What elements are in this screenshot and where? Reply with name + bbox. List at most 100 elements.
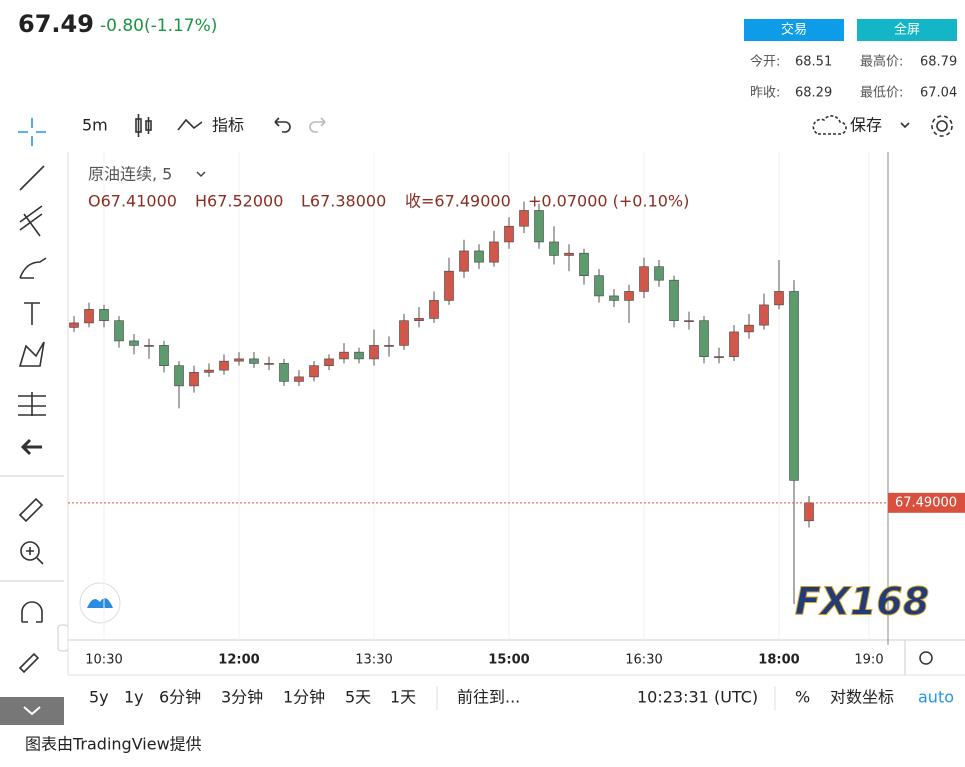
auto-toggle[interactable]: auto <box>918 688 954 707</box>
x-tick-label: 15:00 <box>488 653 529 668</box>
x-tick-label: 13:30 <box>355 653 392 668</box>
save-button[interactable]: 保存 <box>850 116 882 135</box>
watermark: FX168 <box>795 580 930 624</box>
collapse-icon[interactable] <box>23 706 41 716</box>
fullscreen-button[interactable] <box>857 19 957 41</box>
range-button[interactable]: 1分钟 <box>283 688 325 707</box>
range-button[interactable]: 5y <box>89 688 109 707</box>
x-tick-label: 16:30 <box>625 653 662 668</box>
stat-label: 昨收: <box>750 86 780 101</box>
trade-button-label[interactable]: 交易 <box>781 22 807 38</box>
candle-body <box>174 365 184 387</box>
candle-body <box>189 372 199 387</box>
candle-body <box>144 345 154 347</box>
last-price-tag <box>888 492 965 513</box>
candle-body <box>69 322 79 328</box>
range-button[interactable]: 3分钟 <box>221 688 263 707</box>
candle-body <box>504 225 514 243</box>
candle-body <box>489 241 499 263</box>
candle-body <box>804 502 814 522</box>
candle-body <box>369 345 379 360</box>
panel-toggle[interactable] <box>57 624 69 652</box>
candle-body <box>324 358 334 366</box>
fullscreen-button-label[interactable]: 全屏 <box>894 22 920 38</box>
legend-close: 收=67.49000 <box>405 192 511 211</box>
left-toolbar <box>0 118 64 674</box>
candle-body <box>204 369 214 373</box>
range-button[interactable]: 1天 <box>390 688 416 707</box>
interval-button[interactable]: 5m <box>82 116 108 135</box>
candle-body <box>534 210 544 243</box>
collapse-button[interactable] <box>0 697 64 725</box>
candle-body <box>474 250 484 263</box>
stat-label: 最低价: <box>860 86 903 101</box>
symbol-menu-icon[interactable] <box>196 171 206 178</box>
candle-body <box>114 320 124 342</box>
stat-value: 68.51 <box>795 55 832 70</box>
candle-body <box>729 331 739 357</box>
candle-body <box>669 279 679 321</box>
settings-icon-ring[interactable] <box>931 115 953 137</box>
axis-settings-icon[interactable] <box>919 651 933 665</box>
x-tick-label: 10:30 <box>85 653 122 668</box>
save-menu-icon[interactable] <box>900 122 910 129</box>
candle-body <box>129 340 139 346</box>
stat-label: 最高价: <box>860 54 903 70</box>
undo-icon[interactable] <box>274 117 291 133</box>
candle-body <box>459 250 469 272</box>
candle-body <box>519 210 529 227</box>
legend-open: O67.41000 <box>88 192 177 211</box>
candle-body <box>714 356 724 358</box>
candle-body <box>684 320 694 322</box>
candle-body <box>99 309 109 321</box>
candle-body <box>654 266 664 281</box>
clock: 10:23:31 (UTC) <box>637 688 758 707</box>
footer-credit: 图表由TradingView提供 <box>25 735 202 754</box>
stat-label: 今开: <box>750 54 780 70</box>
stat-value: 67.04 <box>920 86 957 101</box>
candle-body <box>699 320 709 357</box>
candle-body <box>384 345 394 347</box>
candle-body <box>279 363 289 382</box>
settings-icon[interactable] <box>936 120 948 132</box>
last-price-label: 67.49000 <box>895 495 957 510</box>
candle-body <box>624 291 634 301</box>
log-toggle[interactable]: 对数坐标 <box>830 688 894 707</box>
indicator-icon[interactable] <box>177 118 203 131</box>
candle-body <box>309 365 319 378</box>
range-button[interactable]: 6分钟 <box>159 688 201 707</box>
candle-body <box>609 295 619 301</box>
range-button[interactable]: 5天 <box>345 688 371 707</box>
candle-body <box>639 266 649 292</box>
chart-style-icon[interactable] <box>135 114 152 137</box>
trade-button[interactable] <box>744 19 844 41</box>
symbol-title: 原油连续, 5 <box>88 165 172 184</box>
candle-body <box>594 275 604 297</box>
x-tick-label: 18:00 <box>758 653 799 668</box>
candle-body <box>294 376 304 382</box>
candle-body <box>564 252 574 256</box>
candle-body <box>264 363 274 365</box>
candle-body <box>219 360 229 371</box>
candle-body <box>744 324 754 333</box>
goto-button[interactable]: 前往到... <box>457 688 520 707</box>
price: 67.49 <box>18 10 94 38</box>
candle-body <box>159 345 169 366</box>
stat-value: 68.79 <box>920 55 957 70</box>
candle-body <box>789 291 799 481</box>
candle-body <box>84 309 94 324</box>
redo-icon[interactable] <box>309 117 326 133</box>
legend-change: +0.07000 (+0.10%) <box>528 192 689 211</box>
legend-high: H67.52000 <box>195 192 283 211</box>
percent-toggle[interactable]: % <box>795 688 810 707</box>
range-button[interactable]: 1y <box>124 688 144 707</box>
price-change: -0.80(-1.17%) <box>100 16 217 36</box>
candle-body <box>339 351 349 360</box>
x-tick-label: 12:00 <box>218 653 259 668</box>
candle-body <box>774 291 784 306</box>
candle-body <box>249 358 259 364</box>
indicators-button[interactable]: 指标 <box>212 116 244 135</box>
logo-icon[interactable] <box>87 598 113 608</box>
candle-body <box>234 358 244 362</box>
cloud-icon[interactable] <box>812 115 847 135</box>
